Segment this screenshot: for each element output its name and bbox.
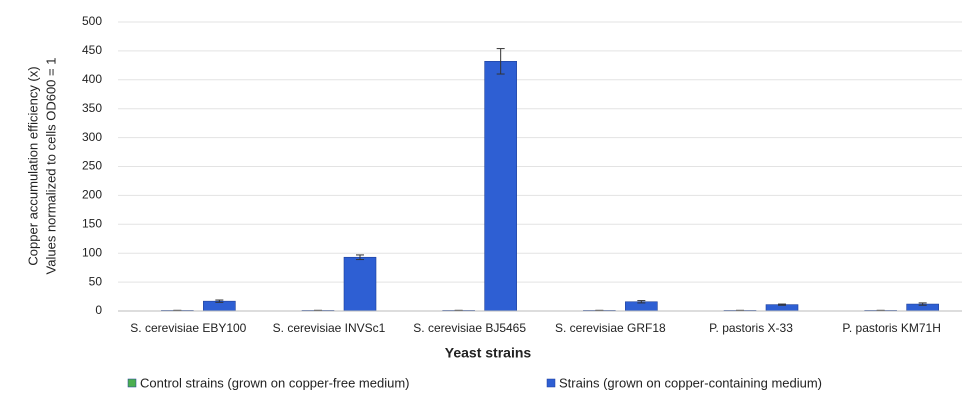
error-bar <box>496 48 505 75</box>
x-tick-label: P. pastoris KM71H <box>842 321 941 335</box>
x-tick-label: S. cerevisiae GRF18 <box>555 321 666 335</box>
y-tick-label: 50 <box>89 274 103 288</box>
error-bar <box>918 302 927 306</box>
y-tick-label: 500 <box>82 14 102 28</box>
legend-label: Strains (grown on copper-containing medi… <box>559 375 822 390</box>
error-bar <box>215 299 224 303</box>
y-tick-label: 150 <box>82 216 102 230</box>
x-tick-label: S. cerevisiae BJ5465 <box>413 321 526 335</box>
y-tick-label: 200 <box>82 188 102 202</box>
y-tick-label: 300 <box>82 130 102 144</box>
legend-label: Control strains (grown on copper-free me… <box>140 375 410 390</box>
bar <box>484 61 517 312</box>
bar <box>343 256 377 312</box>
y-tick-label: 400 <box>82 72 102 86</box>
y-axis-label: Values normalized to cells OD600 = 1 <box>43 58 58 275</box>
x-tick-label: S. cerevisiae EBY100 <box>130 321 246 335</box>
x-tick-label: P. pastoris X-33 <box>709 321 793 335</box>
y-tick-label: 350 <box>82 101 102 115</box>
x-tick-label: S. cerevisiae INVSc1 <box>273 321 386 335</box>
y-tick-label: 450 <box>82 43 102 57</box>
y-axis-label: Copper accumulation efficiency (x) <box>25 66 40 265</box>
error-bar <box>637 300 646 304</box>
y-tick-label: 250 <box>82 159 102 173</box>
error-bar <box>356 254 364 261</box>
y-tick-label: 100 <box>82 245 102 259</box>
legend-swatch <box>546 378 556 388</box>
y-tick-label: 0 <box>95 303 102 317</box>
legend-swatch <box>127 378 137 388</box>
x-axis-label: Yeast strains <box>445 345 532 361</box>
error-bar <box>778 303 786 306</box>
